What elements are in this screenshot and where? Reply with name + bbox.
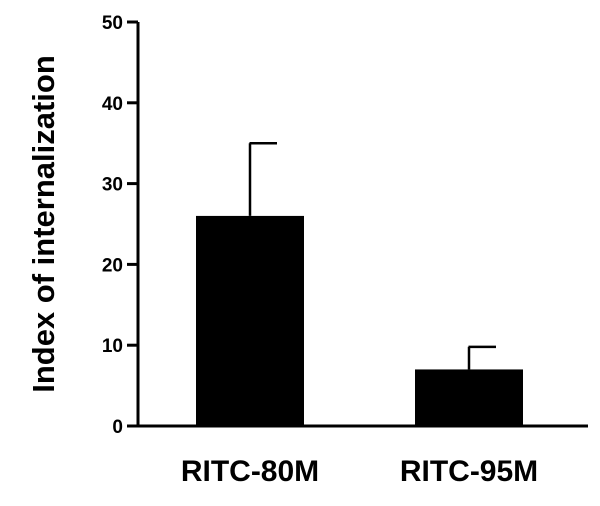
y-tick-label: 0: [112, 417, 123, 438]
y-axis-title: Index of internalization: [26, 55, 61, 393]
y-tick-label: 10: [102, 336, 123, 357]
x-axis-labels: RITC-80M RITC-95M: [181, 455, 538, 488]
y-tick-label: 20: [102, 255, 123, 276]
bar-ritc-80m: [196, 215, 304, 426]
bar-ritc-95m: [415, 369, 523, 426]
x-category-label: RITC-80M: [181, 455, 319, 488]
y-tick-label: 30: [102, 175, 123, 196]
error-bars: [248, 141, 496, 370]
bars: [196, 215, 523, 426]
y-tick-label: 50: [102, 13, 123, 34]
y-axis-ticks: 0 10 20 30 40 50: [102, 13, 138, 438]
y-tick-label: 40: [102, 94, 123, 115]
x-category-label: RITC-95M: [400, 455, 538, 488]
